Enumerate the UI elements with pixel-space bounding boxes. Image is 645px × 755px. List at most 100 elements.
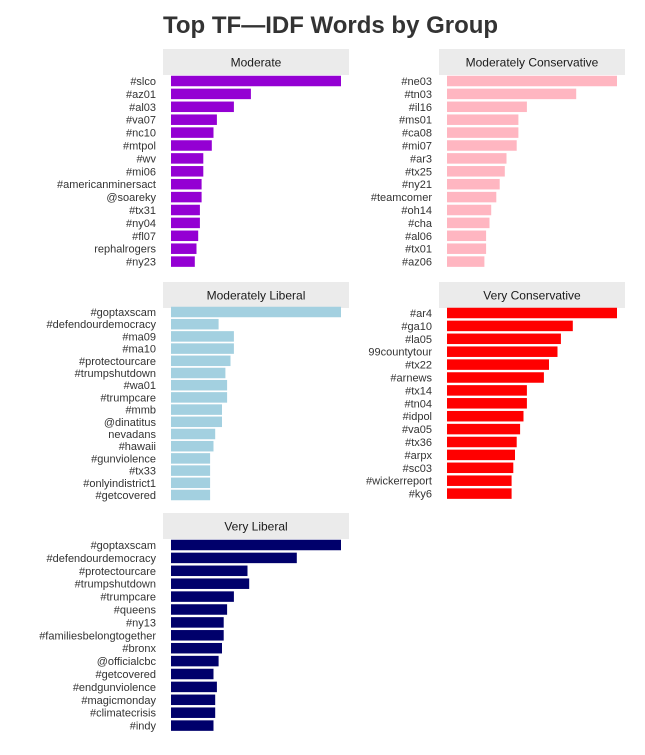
- bar-moderately-conservative-tx01: [447, 243, 487, 254]
- tick-label-moderate-wv: #wv: [136, 153, 156, 165]
- bar-very-liberal-officialcbc: [171, 655, 219, 667]
- bar-moderately-liberal-nevadans: [171, 428, 216, 440]
- bar-moderately-conservative-il16: [447, 101, 527, 113]
- bar-moderately-liberal-mmb: [171, 404, 222, 415]
- chart-title: Top TF—IDF Words by Group: [163, 12, 499, 39]
- tick-label-moderate-rephalrogers: rephalrogers: [94, 244, 156, 256]
- tick-label-moderately-conservative-ms01: #ms01: [399, 115, 432, 127]
- bar-moderate-slco: [171, 75, 341, 87]
- tick-label-moderately-liberal-onlyindistrict1: #onlyindistrict1: [83, 478, 156, 490]
- tick-label-moderately-conservative-al06: #al06: [405, 231, 432, 243]
- bar-moderately-conservative-ar3: [447, 153, 507, 164]
- panel-moderate: Moderate#slco#az01#al03#va07#nc10#mtpol#…: [57, 49, 349, 269]
- panel-title-moderate: Moderate: [231, 56, 282, 70]
- tick-label-very-liberal-indy: #indy: [130, 721, 157, 733]
- tick-label-very-liberal-magicmonday: #magicmonday: [81, 695, 156, 707]
- bar-moderately-liberal-getcovered: [171, 489, 211, 501]
- tick-label-moderately-conservative-tn03: #tn03: [404, 89, 432, 101]
- bar-moderate-mtpol: [171, 140, 212, 151]
- tick-label-very-liberal-familiesbelongtogether: #familiesbelongtogether: [39, 630, 156, 642]
- bar-moderate-al03: [171, 101, 234, 113]
- panel-header-very-conservative: [439, 282, 625, 308]
- bar-moderately-conservative-mi07: [447, 140, 517, 151]
- tick-label-moderately-liberal-protectourcare: #protectourcare: [79, 356, 156, 368]
- bar-very-conservative-sc03: [447, 462, 514, 474]
- tick-label-very-conservative-tn04: #tn04: [404, 398, 432, 410]
- tick-label-very-liberal-bronx: #bronx: [122, 643, 156, 655]
- tick-label-moderate-va07: #va07: [126, 115, 156, 127]
- tick-label-moderately-conservative-ca08: #ca08: [402, 128, 432, 140]
- tick-label-moderately-conservative-tx01: #tx01: [405, 244, 432, 256]
- panel-header-very-liberal: [163, 513, 349, 539]
- bar-very-liberal-getcovered: [171, 668, 214, 680]
- bar-moderate-va07: [171, 114, 217, 125]
- tick-label-moderate-americanminersact: #americanminersact: [57, 179, 156, 191]
- tick-label-moderately-liberal-trumpcare: #trumpcare: [100, 392, 156, 404]
- bar-moderate-soareky: [171, 191, 202, 203]
- tick-label-moderately-liberal-getcovered: #getcovered: [95, 490, 156, 502]
- tick-label-very-conservative-wickerreport: #wickerreport: [366, 476, 432, 488]
- bar-moderately-conservative-ms01: [447, 114, 519, 125]
- bar-very-liberal-trumpshutdown: [171, 578, 250, 589]
- tick-label-very-conservative-ga10: #ga10: [401, 321, 432, 333]
- bar-very-conservative-99countytour: [447, 346, 558, 357]
- tick-label-moderately-conservative-mi07: #mi07: [402, 141, 432, 153]
- panel-very-conservative: Very Conservative #ar4#ga10#la0599countyt…: [366, 282, 625, 501]
- bar-moderately-conservative-ny21: [447, 178, 500, 190]
- panel-title-very-liberal: Very Liberal: [224, 520, 287, 534]
- tick-label-very-conservative-tx36: #tx36: [405, 437, 432, 449]
- bar-moderately-liberal-ma09: [171, 331, 234, 342]
- bar-very-conservative-ar4: [447, 307, 617, 319]
- bar-moderate-wv: [171, 153, 204, 164]
- panel-header-moderately-conservative: [439, 49, 625, 75]
- tick-label-very-conservative-tx14: #tx14: [405, 385, 432, 397]
- bar-moderately-liberal-dinatitus: [171, 416, 222, 428]
- tick-label-moderate-mtpol: #mtpol: [123, 141, 156, 153]
- panel-title-moderately-liberal: Moderately Liberal: [207, 289, 306, 303]
- tick-label-moderate-slco: #slco: [130, 76, 156, 88]
- tick-label-moderately-liberal-mmb: #mmb: [125, 405, 156, 417]
- panel-header-moderately-liberal: [163, 282, 349, 308]
- panel-title-moderately-conservative: Moderately Conservative: [466, 56, 599, 70]
- bar-moderately-liberal-onlyindistrict1: [171, 477, 211, 489]
- bar-moderately-conservative-al06: [447, 230, 487, 242]
- tick-label-moderate-mi06: #mi06: [126, 166, 156, 178]
- bar-very-conservative-ga10: [447, 320, 573, 332]
- bar-very-liberal-defendourdemocracy: [171, 552, 297, 564]
- tick-label-very-conservative-la05: #la05: [405, 334, 432, 346]
- bar-moderate-az01: [171, 88, 251, 100]
- tick-label-very-conservative-arnews: #arnews: [390, 373, 432, 385]
- panel-moderately-conservative: Moderately Conservative#ne03#tn03#il16#m…: [371, 49, 625, 269]
- tick-label-moderately-conservative-tx25: #tx25: [405, 166, 432, 178]
- panel-moderately-liberal: Moderately Liberal #goptaxscam#defendourd…: [47, 282, 349, 502]
- tick-label-moderate-ny04: #ny04: [126, 218, 156, 230]
- bar-moderately-conservative-tx25: [447, 166, 505, 177]
- bar-moderately-conservative-oh14: [447, 204, 492, 216]
- bar-very-liberal-magicmonday: [171, 694, 216, 706]
- bar-very-conservative-ky6: [447, 488, 512, 499]
- tick-label-moderately-liberal-hawaii: #hawaii: [119, 441, 156, 453]
- bar-very-conservative-tx36: [447, 436, 517, 448]
- tick-label-moderately-conservative-az06: #az06: [402, 257, 432, 269]
- bar-very-conservative-la05: [447, 333, 561, 345]
- tick-label-moderate-tx31: #tx31: [129, 205, 156, 217]
- bar-very-liberal-queens: [171, 604, 228, 615]
- bar-very-liberal-trumpcare: [171, 591, 234, 602]
- bar-moderate-ny23: [171, 256, 195, 267]
- tick-label-very-liberal-goptaxscam: #goptaxscam: [91, 540, 156, 552]
- bar-moderate-nc10: [171, 127, 214, 138]
- bar-very-liberal-endgunviolence: [171, 681, 217, 693]
- bar-very-conservative-idpol: [447, 410, 524, 422]
- tick-label-very-conservative-99countytour: 99countytour: [368, 347, 432, 359]
- tick-label-very-liberal-defendourdemocracy: #defendourdemocracy: [47, 553, 157, 565]
- tick-label-very-conservative-sc03: #sc03: [403, 463, 432, 475]
- bar-very-conservative-tx22: [447, 359, 549, 370]
- tick-label-very-liberal-trumpcare: #trumpcare: [100, 592, 156, 604]
- tick-label-moderately-conservative-oh14: #oh14: [401, 205, 432, 217]
- bar-moderately-liberal-gunviolence: [171, 453, 211, 464]
- panel-very-liberal: Very Liberal #goptaxscam#defendourdemocra…: [39, 513, 349, 733]
- bar-moderately-liberal-goptaxscam: [171, 306, 341, 318]
- bar-moderate-mi06: [171, 166, 204, 177]
